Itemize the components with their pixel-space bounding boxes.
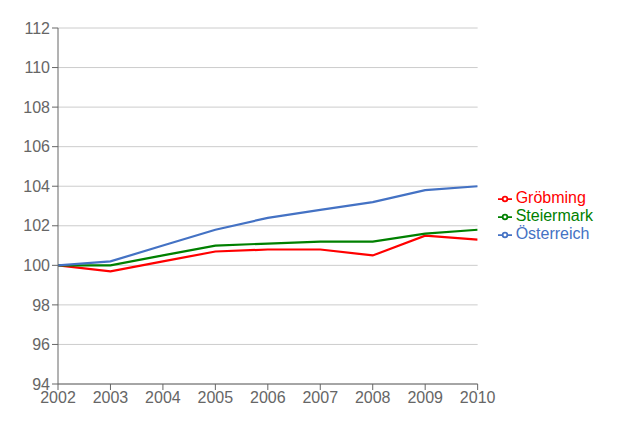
svg-text:2010: 2010 (460, 389, 496, 406)
html-text:Gröbming: Gröbming (515, 189, 586, 206)
svg-text:100: 100 (23, 257, 50, 274)
svg-text:2005: 2005 (198, 389, 234, 406)
svg-text:104: 104 (23, 178, 50, 195)
svg-text:106: 106 (23, 138, 50, 155)
svg-text:112: 112 (24, 20, 50, 37)
svg-text:2008: 2008 (355, 389, 391, 406)
svg-text:94: 94 (32, 376, 50, 393)
svg-text:2003: 2003 (93, 389, 129, 406)
svg-text:2004: 2004 (145, 389, 181, 406)
svg-text:2009: 2009 (407, 389, 443, 406)
svg-text:110: 110 (24, 59, 50, 76)
svg-text:102: 102 (23, 217, 50, 234)
svg-text:98: 98 (32, 297, 50, 314)
svg-text:2006: 2006 (250, 389, 286, 406)
html-text:Österreich: Österreich (515, 225, 590, 242)
svg-text:96: 96 (32, 336, 50, 353)
svg-text:2002: 2002 (40, 389, 76, 407)
svg-text:108: 108 (23, 99, 50, 116)
html-text:Steiermark: Steiermark (515, 207, 593, 224)
svg-text:2007: 2007 (302, 389, 338, 406)
